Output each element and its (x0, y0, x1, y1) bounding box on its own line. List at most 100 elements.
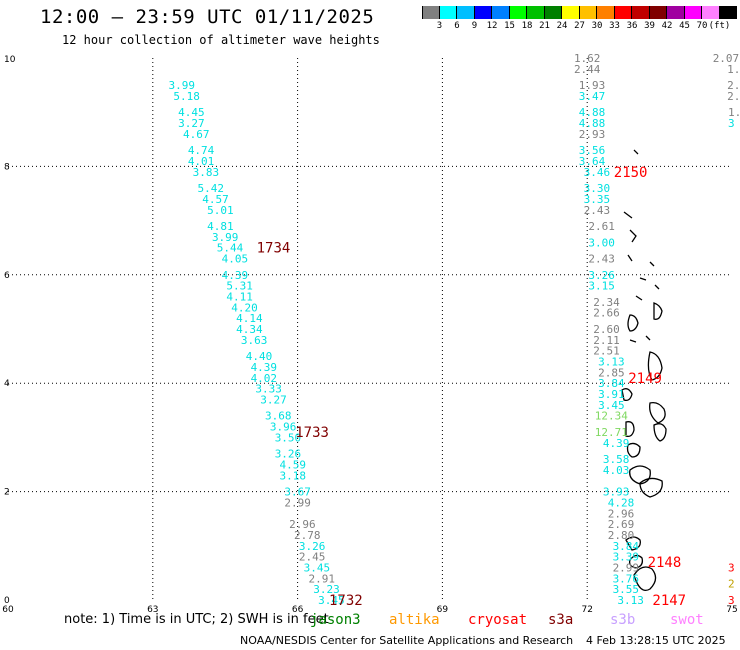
edge-reading: 3 (728, 561, 735, 574)
wave-reading: 3.58 (603, 453, 630, 466)
wave-reading: 3.47 (579, 90, 606, 103)
x-tick-label: 66 (292, 605, 304, 615)
color-scale-label: 24 (556, 21, 568, 31)
wave-reading: 3.45 (318, 594, 345, 607)
wave-reading: 2.96 (608, 507, 635, 520)
orbit-label: 1733 (295, 425, 329, 441)
wave-reading: 3.55 (613, 583, 640, 596)
wave-reading: 2.99 (613, 561, 640, 574)
orbit-label: 2148 (648, 555, 682, 571)
wave-reading: 3.39 (613, 551, 640, 564)
color-swatch (527, 6, 545, 19)
wave-reading: 3.93 (603, 486, 630, 499)
x-tick-label: 72 (581, 605, 592, 615)
wave-reading: 3.33 (255, 383, 282, 396)
wave-reading: 1.62 (574, 52, 601, 65)
wave-reading: 3.45 (598, 399, 625, 412)
wave-reading: 3.56 (579, 144, 606, 157)
island-outline (621, 149, 667, 592)
wave-reading: 4.45 (178, 106, 205, 119)
color-scale-label: 33 (609, 21, 620, 31)
wave-reading: 2.80 (608, 529, 635, 542)
wave-reading: 5.42 (197, 182, 224, 195)
wave-reading: 4.02 (251, 372, 278, 385)
orbit-labels: 1732 1733 1734 2147 2148 2149 2150 (257, 165, 687, 609)
wave-reading: 4.01 (188, 155, 215, 168)
wave-reading: 3.67 (284, 486, 311, 499)
generated-timestamp: 4 Feb 13:28:15 UTC 2025 (586, 634, 726, 647)
island-outlines (621, 149, 667, 592)
y-tick-label: 2 (4, 488, 10, 498)
chart-subtitle: 12 hour collection of altimeter wave hei… (62, 33, 380, 47)
wave-reading: 2.11 (593, 334, 620, 347)
wave-reading: 4.81 (207, 220, 234, 233)
wave-reading: 2.43 (584, 204, 611, 217)
legend-item-jason3: jason3 (310, 612, 361, 628)
orbit-label: 2150 (614, 165, 648, 181)
edge-reading: 3 (728, 594, 735, 607)
wave-reading: 4.39 (222, 269, 249, 282)
wave-reading: 2.93 (579, 128, 606, 141)
wave-reading: 3.30 (584, 182, 611, 195)
wave-reading: 2.69 (608, 518, 635, 531)
color-scale-label: (ft) (708, 21, 731, 31)
y-tick-label: 6 (4, 271, 10, 281)
wave-reading: 3.18 (280, 469, 307, 482)
color-swatch (457, 6, 475, 19)
color-scale-label: 21 (539, 21, 550, 31)
wave-reading: 3.99 (212, 231, 239, 244)
chart-title: 12:00 – 23:59 UTC 01/11/2025 (40, 6, 375, 28)
wave-reading: 4.88 (579, 117, 606, 130)
wave-reading: 5.01 (207, 204, 234, 217)
x-tick-label: 75 (726, 605, 737, 615)
wave-reading: 3.83 (193, 166, 220, 179)
color-scale-label: 45 (679, 21, 690, 31)
x-tick-label: 60 (2, 605, 14, 615)
footnote: note: 1) Time is in UTC; 2) SWH is in fe… (64, 612, 329, 627)
x-tick-label: 63 (147, 605, 158, 615)
wave-reading: 3.26 (588, 269, 615, 282)
legend-item-s3a: s3a (548, 612, 574, 628)
orbit-label: 1732 (329, 593, 363, 609)
wave-reading: 2.85 (598, 366, 625, 379)
color-swatch (649, 6, 667, 19)
color-scale-label: 70 (696, 21, 708, 31)
legend-item-altika: altika (389, 612, 440, 628)
wave-reading: 4.34 (236, 323, 263, 336)
legend-item-s3b: s3b (610, 612, 636, 628)
wave-reading: 4.14 (236, 312, 263, 325)
color-swatch (474, 6, 492, 19)
wave-reading: 3.76 (613, 572, 640, 585)
wave-reading: 2.51 (593, 345, 620, 358)
wave-reading: 2.43 (588, 253, 615, 266)
wave-reading: 3.84 (613, 540, 640, 553)
wave-reading: 12.34 (595, 410, 628, 423)
color-scale-label: 30 (591, 21, 603, 31)
color-scale-label: 9 (471, 21, 478, 31)
color-scale-bar (422, 6, 737, 19)
wave-reading: 4.05 (222, 253, 249, 266)
wave-reading: 4.39 (603, 437, 630, 450)
wave-reading: 2.34 (593, 296, 620, 309)
wave-reading: 3.23 (313, 583, 340, 596)
wave-reading: 4.39 (251, 361, 278, 374)
x-tick-label: 69 (437, 605, 449, 615)
wave-reading: 2.78 (294, 529, 321, 542)
edge-reading: 2 (728, 578, 735, 591)
edge-reading: 2.07 (713, 52, 740, 65)
edge-reading: 1.8 (727, 63, 740, 76)
color-swatch (439, 6, 457, 19)
wave-reading: 3.13 (617, 594, 644, 607)
color-swatch (667, 6, 685, 19)
wave-reading: 4.20 (231, 301, 258, 314)
wave-reading: 2.99 (284, 496, 311, 509)
wave-reading: 3.91 (598, 388, 625, 401)
credit-line: NOAA/NESDIS Center for Satellite Applica… (240, 634, 574, 647)
wave-reading: 3.00 (588, 236, 615, 249)
color-scale-label: 36 (626, 21, 638, 31)
wave-reading: 3.27 (260, 393, 287, 406)
axis-labels: 60 63 66 69 72 75 0 2 4 6 8 10 (2, 55, 737, 615)
color-swatch (492, 6, 510, 19)
wave-reading: 2.66 (593, 307, 620, 320)
